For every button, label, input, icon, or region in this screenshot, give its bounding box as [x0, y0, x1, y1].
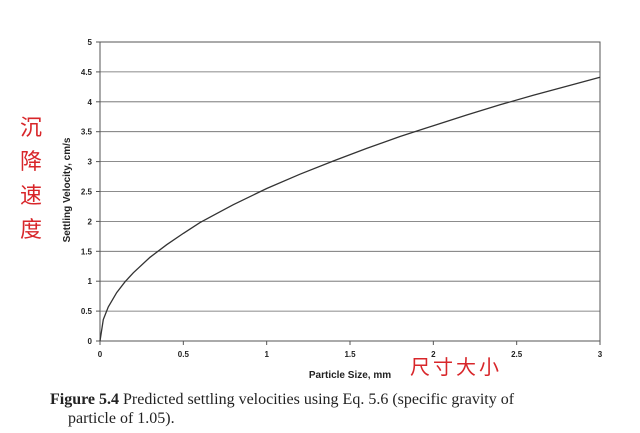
- x-tick-labels: 0 0.5 1 1.5 2 2.5 3: [98, 341, 603, 359]
- hw-char: 速: [19, 184, 42, 209]
- y-tick-label: 4: [88, 98, 93, 107]
- y-tick-label: 0: [88, 337, 93, 346]
- y-tick-label: 4.5: [81, 68, 93, 77]
- y-tick-label: 2.5: [81, 188, 93, 197]
- x-tick-label: 3: [598, 350, 603, 359]
- settling-velocity-chart: 0 0.5 1 1.5 2 2.5 3 3.5 4 4.5 5 0 0.5 1 1.5 2 2.5 3 Part…: [62, 38, 603, 381]
- handwritten-xlabel-annotation: 尺寸大小: [410, 355, 502, 379]
- gridlines: [96, 41, 600, 342]
- x-tick-label: 2: [431, 350, 436, 359]
- x-tick-label: 0: [98, 350, 103, 359]
- x-tick-label: 0.5: [178, 350, 190, 359]
- y-tick-label: 1.5: [81, 247, 93, 256]
- figure-label: Figure 5.4: [50, 391, 120, 408]
- x-axis-label: Particle Size, mm: [309, 370, 391, 381]
- x-tick-label: 1: [264, 350, 269, 359]
- handwritten-ylabel-annotation: 沉 降 速 度: [18, 118, 44, 254]
- hw-char: 度: [19, 218, 42, 243]
- caption-text-line2: particle of 1.05).: [68, 410, 175, 427]
- hw-char: 沉: [19, 116, 42, 141]
- hw-char: 降: [19, 150, 42, 175]
- series-line: [99, 76, 601, 342]
- figure-caption: Figure 5.4 Predicted settling velocities…: [50, 390, 610, 428]
- y-axis-label: Settling Velocity, cm/s: [62, 137, 73, 242]
- x-tick-label: 2.5: [511, 350, 523, 359]
- caption-text: Predicted settling velocities using Eq. …: [123, 391, 515, 408]
- y-tick-label: 2: [88, 217, 93, 226]
- y-tick-label: 0.5: [81, 307, 93, 316]
- y-tick-labels: 0 0.5 1 1.5 2 2.5 3 3.5 4 4.5 5: [81, 38, 93, 346]
- y-tick-label: 3: [88, 158, 93, 167]
- y-tick-label: 3.5: [81, 128, 93, 137]
- y-tick-label: 5: [88, 38, 93, 47]
- y-tick-label: 1: [88, 277, 93, 286]
- x-tick-label: 1.5: [344, 350, 356, 359]
